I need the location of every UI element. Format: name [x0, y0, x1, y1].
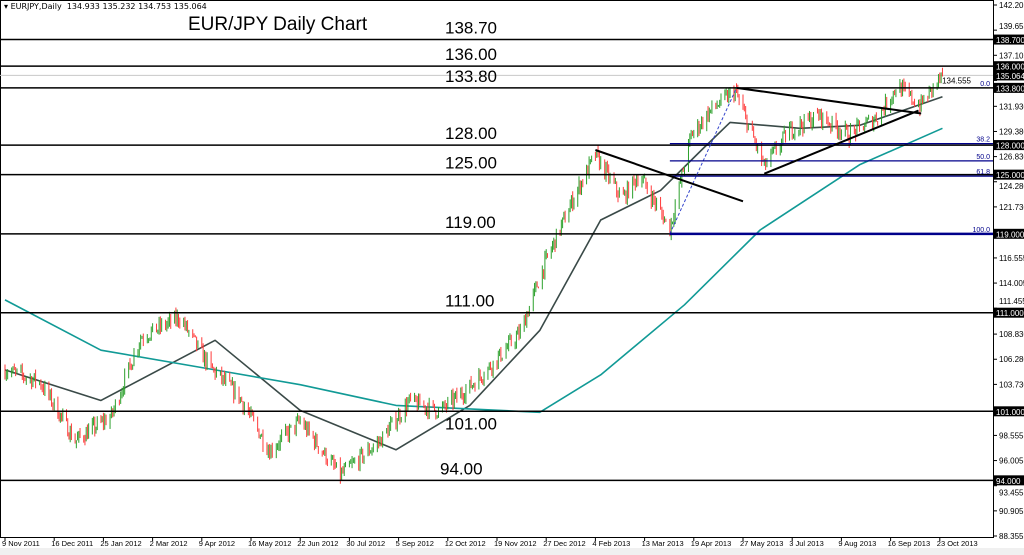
x-tick-label: 30 Jul 2012	[346, 539, 385, 548]
x-tick-label: 19 Nov 2012	[494, 539, 537, 548]
x-tick-label: 2 Mar 2012	[150, 539, 188, 548]
y-tick-label: 103.730	[999, 380, 1024, 389]
x-tick-label: 13 Mar 2013	[642, 539, 684, 548]
level-label: 94.00	[440, 459, 483, 478]
trendline	[736, 86, 922, 115]
axis-level-box	[994, 34, 1024, 45]
x-tick-label: 16 Sep 2013	[888, 539, 931, 548]
y-tick-label: 126.830	[999, 153, 1024, 162]
last-price-box	[994, 70, 1024, 81]
moving-average-1	[4, 95, 943, 451]
level-label: 133.80	[445, 67, 497, 86]
x-tick-label: 16 Dec 2011	[51, 539, 93, 548]
axis-level-label: 125.000	[996, 171, 1024, 180]
axis-level-label: 119.000	[996, 230, 1024, 239]
axis-level-box	[994, 61, 1024, 72]
y-tick-label: 129.380	[999, 127, 1024, 136]
level-label: 119.00	[445, 213, 496, 232]
y-tick-label: 142.205	[999, 1, 1024, 10]
fibonacci-label: 61.8	[976, 169, 990, 176]
y-tick-label: 108.830	[999, 330, 1024, 339]
x-tick-label: 16 May 2012	[248, 539, 291, 548]
y-tick-label: 137.105	[999, 51, 1024, 60]
chart-title: EUR/JPY Daily Chart	[188, 14, 368, 35]
chart-header: ▾ EURJPY,Daily 134.933 135.232 134.753 1…	[4, 2, 207, 11]
x-tick-label: 19 Apr 2013	[691, 539, 731, 548]
x-tick-label: 9 Apr 2012	[199, 539, 235, 548]
level-label: 125.00	[445, 154, 497, 173]
moving-average-2	[4, 127, 943, 414]
axis-level-box	[994, 82, 1024, 93]
y-tick-label: 93.455	[999, 489, 1024, 498]
trendline	[763, 109, 919, 175]
y-tick-label: 111.455	[999, 297, 1024, 306]
trendline	[595, 149, 744, 203]
y-tick-label: 134.555	[942, 76, 971, 85]
y-tick-label: 106.280	[999, 355, 1024, 364]
axis-level-label: 138.700	[996, 36, 1024, 45]
last-price-label: 135.064	[996, 72, 1024, 81]
y-tick-label: 114.005	[999, 279, 1024, 288]
axis-level-box	[994, 307, 1024, 318]
level-label: 111.00	[445, 292, 494, 311]
y-tick-label: 98.555	[999, 431, 1024, 440]
axis-level-box	[994, 475, 1024, 486]
fibonacci-label: 38.2	[976, 137, 990, 144]
axis-level-label: 111.000	[996, 309, 1024, 318]
candles	[4, 67, 943, 484]
y-tick-label: 88.355	[999, 532, 1024, 541]
axis-level-label: 136.000	[996, 63, 1024, 72]
fibonacci-label: 100.0	[972, 227, 990, 234]
x-tick-label: 9 Nov 2011	[2, 539, 40, 548]
x-tick-label: 27 May 2013	[740, 539, 783, 548]
axis-level-box	[994, 169, 1024, 180]
x-tick-label: 5 Sep 2012	[396, 539, 434, 548]
x-tick-label: 25 Jan 2012	[100, 539, 141, 548]
y-tick-label: 90.905	[999, 507, 1024, 516]
ohlc-readout: 134.933 135.232 134.753 135.064	[66, 2, 207, 11]
fibonacci-label: 0.0	[980, 81, 990, 88]
symbol-label: EURJPY,Daily	[10, 2, 62, 11]
level-label: 136.00	[445, 45, 497, 64]
level-label: 138.70	[445, 19, 497, 38]
axis-level-label: 133.800	[996, 84, 1024, 93]
y-tick-label: 121.730	[999, 203, 1024, 212]
y-tick-label: 96.005	[999, 457, 1024, 466]
level-label: 101.00	[445, 414, 497, 433]
x-tick-label: 3 Jul 2013	[789, 539, 824, 548]
status-bar	[0, 548, 1024, 555]
axis-level-box	[994, 228, 1024, 239]
axis-level-box	[994, 406, 1024, 417]
y-tick-label: 124.280	[999, 182, 1024, 191]
x-tick-label: 9 Aug 2013	[838, 539, 876, 548]
fibonacci-label: 50.0	[976, 154, 990, 161]
y-tick-label: 116.555	[999, 254, 1024, 263]
plot-area	[0, 0, 994, 538]
axis-level-box	[994, 140, 1024, 151]
axis-level-label: 94.000	[996, 477, 1021, 486]
level-label: 128.00	[445, 124, 497, 143]
x-tick-label: 27 Dec 2012	[543, 539, 586, 548]
x-tick-label: 4 Feb 2013	[592, 539, 630, 548]
x-tick-label: 12 Oct 2012	[445, 539, 486, 548]
x-tick-label: 23 Oct 2013	[937, 539, 978, 548]
axis-level-label: 128.000	[996, 142, 1024, 151]
x-tick-label: 22 Jun 2012	[297, 539, 338, 548]
axis-level-label: 101.000	[996, 408, 1024, 417]
y-tick-label: 131.930	[999, 102, 1024, 111]
y-tick-label: 139.655	[999, 22, 1024, 31]
